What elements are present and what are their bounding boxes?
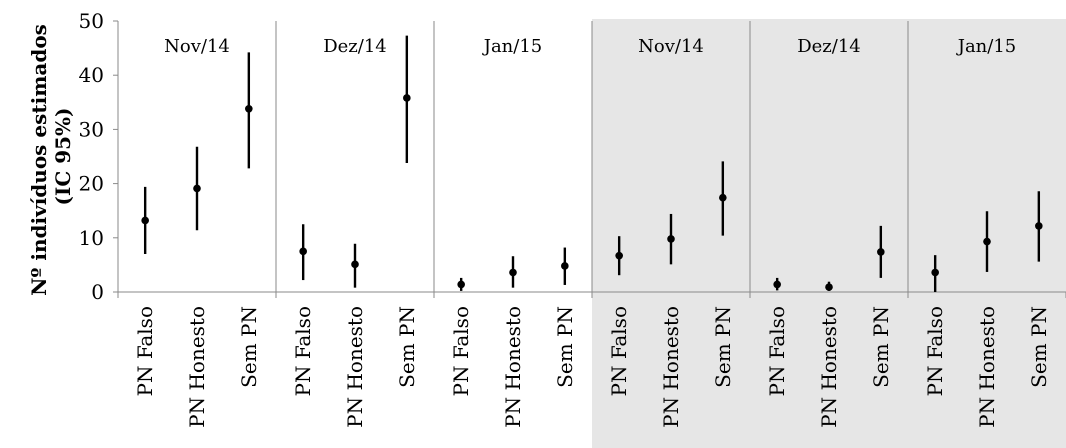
y-tick-label: 40 — [79, 63, 104, 87]
data-point — [825, 283, 833, 291]
category-label: Sem PN — [395, 306, 419, 388]
panel-titles: Nov/14 Dez/14 Jan/15 Nov/14 Dez/14 Jan/15 — [164, 36, 1016, 57]
y-tick-label: 10 — [79, 226, 104, 250]
category-label: Sem PN — [237, 306, 261, 388]
data-point — [509, 268, 517, 277]
category-label: PN Falso — [291, 306, 315, 396]
data-point — [457, 280, 465, 289]
category-label: PN Honesto — [659, 306, 683, 428]
data-point — [351, 260, 359, 269]
category-label: PN Honesto — [817, 306, 841, 428]
data-point — [877, 248, 885, 256]
y-tick-label: 20 — [79, 172, 104, 196]
y-tick-label: 0 — [91, 280, 104, 304]
data-point — [983, 237, 991, 246]
category-label: PN Falso — [607, 306, 631, 396]
category-label: Sem PN — [553, 306, 577, 388]
data-point — [773, 280, 781, 289]
data-point — [141, 216, 149, 225]
y-axis-label-line2: (IC 95%) — [51, 108, 75, 206]
data-point — [299, 247, 307, 256]
panel-title: Dez/14 — [323, 36, 387, 57]
panel-title: Jan/15 — [956, 36, 1017, 57]
category-label: PN Falso — [765, 306, 789, 396]
y-axis-label: Nº indivíduos estimados (IC 95%) — [27, 17, 75, 296]
panel-title: Nov/14 — [164, 36, 230, 57]
y-axis-ticks: 0 10 20 30 40 50 — [79, 9, 118, 304]
panel-title: Jan/15 — [482, 36, 543, 57]
category-label: PN Honesto — [975, 306, 999, 428]
category-label: PN Falso — [923, 306, 947, 396]
data-point — [561, 262, 569, 270]
data-point — [245, 105, 253, 113]
category-label: PN Falso — [133, 306, 157, 396]
data-point — [667, 235, 675, 243]
category-label: PN Falso — [449, 306, 473, 396]
y-axis-label-line1: Nº indivíduos estimados — [27, 24, 51, 296]
data-point — [931, 268, 939, 277]
category-label: PN Honesto — [185, 306, 209, 428]
category-label: Sem PN — [869, 306, 893, 388]
category-label: PN Honesto — [343, 306, 367, 428]
category-label: Sem PN — [711, 306, 735, 388]
data-point — [719, 193, 727, 202]
category-label: PN Honesto — [501, 306, 525, 428]
data-points — [141, 35, 1043, 292]
data-point — [1035, 222, 1043, 230]
data-point — [193, 184, 201, 193]
panel-separators — [117, 21, 1066, 298]
data-point — [615, 251, 623, 260]
x-axis-category-labels: PN Falso PN Honesto Sem PN PN Falso PN Hones… — [133, 306, 1051, 428]
panel-title: Nov/14 — [638, 36, 704, 57]
panel-title: Dez/14 — [797, 36, 861, 57]
category-label: Sem PN — [1027, 306, 1051, 388]
data-point — [403, 94, 411, 102]
y-tick-label: 30 — [79, 117, 104, 141]
y-tick-label: 50 — [79, 9, 104, 33]
